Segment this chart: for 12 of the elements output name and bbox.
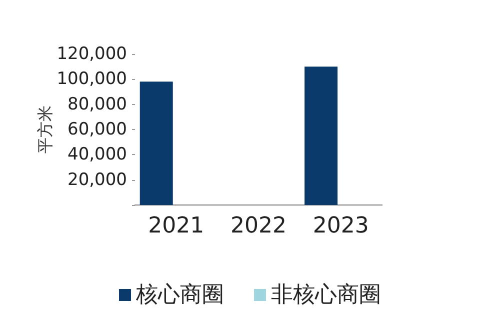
y-axis-title: 平方米 [35,106,54,154]
y-tick-label: 20,000 [68,170,127,190]
legend-label: 核心商圈 [135,282,224,308]
x-tick-label: 2021 [148,214,204,238]
y-tick-label: 40,000 [68,144,127,165]
x-tick-label: 2022 [230,214,286,238]
y-tick-label: 60,000 [68,120,127,140]
y-tick-label: 100,000 [56,69,127,90]
y-tick-label: 80,000 [68,94,127,114]
y-tick-label: 120,000 [56,44,127,64]
x-tick-label: 2023 [312,214,369,238]
legend-label: 非核心商圈 [271,282,381,308]
